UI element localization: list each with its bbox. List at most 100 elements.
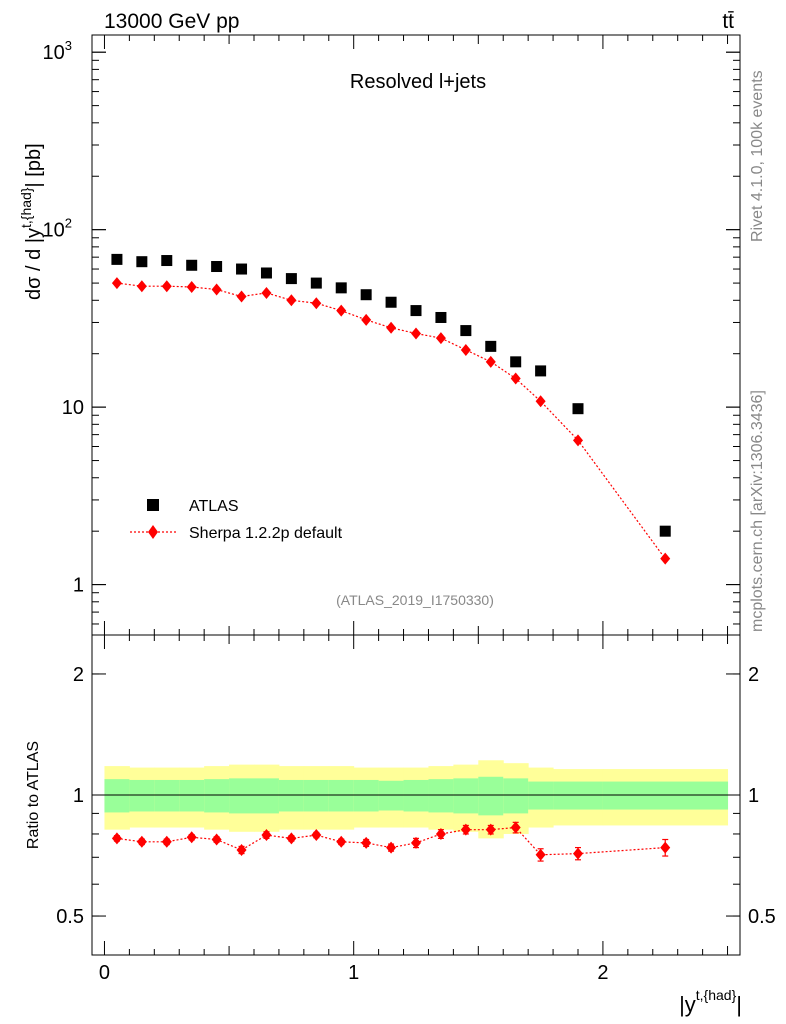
x-label-tail: | [736, 992, 742, 1017]
analysis-id: (ATLAS_2019_I1750330) [336, 592, 494, 608]
atlas-point [360, 289, 372, 301]
ratio-x-ticks: 0 1 2 [99, 635, 729, 984]
atlas-point [435, 311, 447, 323]
ratio-inner-band [229, 778, 255, 814]
ratio-point [535, 848, 546, 861]
ratio-point [435, 827, 446, 840]
ratio-point [111, 832, 122, 845]
ratio-tick-label-right: 2 [748, 664, 759, 686]
x-label-superscript: t,{had} [696, 987, 737, 1003]
ratio-point [136, 835, 147, 848]
sherpa-point [311, 297, 322, 310]
ratio-point [411, 836, 421, 849]
mcplots-label: mcplots.cern.ch [arXiv:1306.3436] [749, 390, 766, 632]
y-label-main-part: dσ / d |y [23, 228, 45, 300]
sherpa-point [573, 434, 583, 447]
ratio-inner-band [204, 779, 230, 813]
atlas-point [285, 273, 297, 285]
x-tick-label: 1 [348, 962, 359, 984]
ratio-tick-label-right: 1 [748, 785, 759, 807]
ratio-point [510, 821, 521, 834]
sherpa-series-line [116, 282, 666, 560]
sherpa-point [660, 552, 671, 565]
ratio-point [161, 835, 172, 848]
x-tick-label: 2 [597, 962, 608, 984]
ratio-point [460, 823, 471, 836]
ratio-inner-band [328, 779, 355, 812]
x-label-main-part: |y [679, 992, 696, 1017]
main-tick-label-left: 10 [62, 397, 84, 419]
atlas-point [111, 253, 123, 265]
main-x-ticks [103, 35, 729, 635]
y-label-superscript: t,{had} [18, 187, 34, 228]
main-tick-exp: 2 [65, 216, 72, 231]
ratio-point [336, 835, 347, 848]
ratio-inner-band [378, 780, 405, 811]
ratio-bands-layer [104, 760, 729, 839]
ratio-point [186, 831, 197, 844]
header-right-title: tt̄ [722, 10, 734, 33]
legend-sherpa-label: Sherpa 1.2.2p default [189, 525, 343, 542]
atlas-point [310, 277, 322, 289]
atlas-point [572, 403, 584, 415]
ratio-inner-band [254, 778, 280, 814]
ratio-inner-band [179, 779, 205, 812]
ratio-inner-band [602, 781, 729, 810]
sherpa-point [535, 395, 546, 408]
ratio-inner-band [129, 779, 155, 812]
rivet-label: Rivet 4.1.0, 100k events [749, 70, 766, 242]
legend-atlas-marker [147, 499, 159, 511]
sherpa-point [460, 343, 471, 356]
atlas-point [460, 325, 472, 337]
sherpa-point [336, 304, 347, 317]
atlas-point [485, 340, 497, 352]
sherpa-point [485, 355, 496, 368]
sherpa-point [261, 286, 272, 299]
legend-sherpa-marker [148, 525, 158, 539]
legend: ATLAS Sherpa 1.2.2p default [130, 498, 343, 542]
atlas-point [260, 267, 272, 279]
legend-atlas-label: ATLAS [189, 498, 239, 515]
ratio-point [261, 829, 272, 842]
ratio-point [660, 841, 671, 854]
sherpa-point [111, 277, 122, 290]
sherpa-point [361, 313, 372, 326]
ratio-point [386, 841, 397, 854]
chart-title: Resolved l+jets [350, 71, 486, 93]
x-tick-label: 0 [99, 962, 110, 984]
ratio-inner-band [528, 781, 554, 810]
main-y-axis-label: dσ / d |yt,{had}| [pb] [18, 143, 45, 300]
ratio-point [485, 823, 496, 836]
ratio-inner-band [478, 776, 504, 816]
x-axis-label: |yt,{had}| [679, 987, 742, 1017]
sherpa-point [435, 332, 446, 345]
y-label-tail: | [pb] [23, 143, 45, 187]
sherpa-point [136, 280, 147, 293]
atlas-point [136, 256, 148, 268]
ratio-inner-band [303, 779, 330, 812]
ratio-inner-band [353, 779, 380, 812]
atlas-point [410, 305, 422, 317]
ratio-inner-band [154, 779, 180, 812]
ratio-inner-band [278, 779, 305, 812]
atlas-point [335, 282, 347, 294]
sherpa-point [236, 290, 247, 303]
atlas-point [236, 263, 248, 275]
ratio-inner-band [553, 781, 604, 810]
atlas-point [211, 261, 223, 273]
ratio-point [573, 847, 583, 860]
sherpa-point [510, 372, 521, 385]
main-tick-label-left: 102 [43, 216, 72, 242]
ratio-point [211, 833, 222, 846]
ratio-inner-band [453, 778, 479, 814]
ratio-point [236, 843, 247, 856]
sherpa-point [186, 281, 197, 294]
sherpa-point [286, 294, 297, 307]
ratio-point [361, 836, 372, 849]
ratio-inner-band [104, 779, 130, 813]
ratio-tick-label-right: 0.5 [748, 906, 776, 928]
ratio-inner-band [428, 779, 454, 813]
header-left-title: 13000 GeV pp [104, 10, 239, 33]
ratio-tick-label-left: 2 [73, 664, 84, 686]
